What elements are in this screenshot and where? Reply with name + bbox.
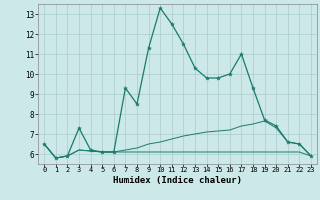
X-axis label: Humidex (Indice chaleur): Humidex (Indice chaleur) (113, 176, 242, 185)
